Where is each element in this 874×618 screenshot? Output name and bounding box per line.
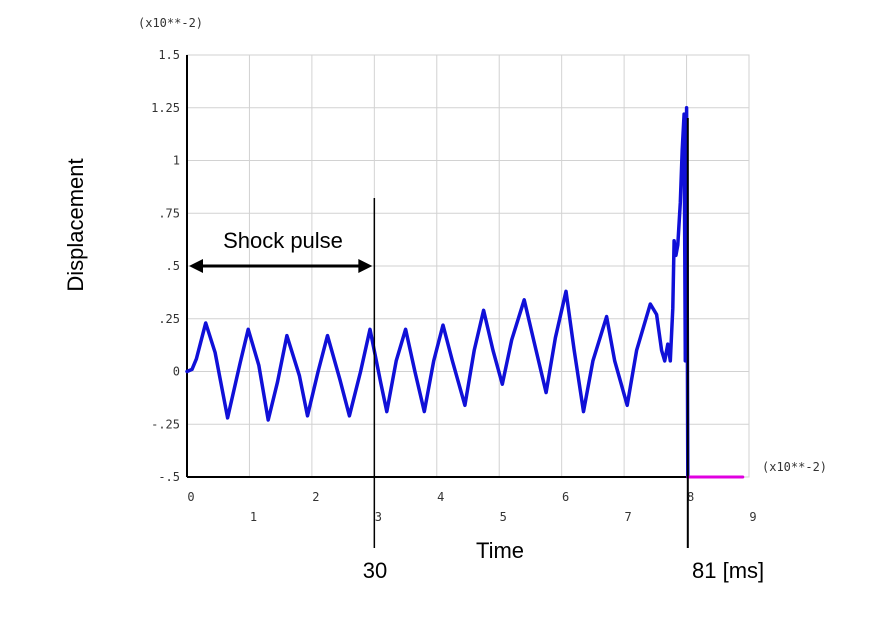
marker-start-label: 30 [363,558,387,583]
x-tick-label: 6 [562,490,569,504]
y-tick-label: .75 [158,206,180,220]
displacement-series-line [185,106,690,479]
y-tick-label: 1.25 [151,101,180,115]
x-tick-label: 0 [187,490,194,504]
shock-pulse-arrow-right-head [358,259,373,273]
y-tick-label: 1.5 [158,48,180,62]
y-tick-label: 0 [173,365,180,379]
shock-pulse-label: Shock pulse [223,228,343,253]
marker-end-label: 81 [ms] [692,558,764,583]
y-scale-label: (x10**-2) [138,16,203,30]
x-axis-title: Time [476,538,524,563]
x-tick-label: 1 [250,510,257,524]
x-tick-label: 8 [687,490,694,504]
y-tick-label: -.25 [151,417,180,431]
x-scale-label: (x10**-2) [762,460,827,474]
x-tick-label: 5 [500,510,507,524]
x-tick-label: 7 [624,510,631,524]
x-tick-label: 9 [749,510,756,524]
y-tick-label: 1 [173,154,180,168]
y-axis-title: Displacement [63,158,88,291]
y-tick-label: -.5 [158,470,180,484]
y-tick-label: .5 [166,259,180,273]
shock-pulse-arrow-left-head [189,259,203,273]
annotation-layer [189,118,689,548]
tick-labels: 0 1 2 3 4 5 6 7 8 9 1.5 1.25 1 .75 .5 .25 0 -.25 -.5 [151,48,757,524]
x-tick-label: 4 [437,490,444,504]
series-layer [185,106,745,479]
x-tick-label: 2 [312,490,319,504]
y-tick-label: .25 [158,312,180,326]
x-tick-label: 3 [375,510,382,524]
